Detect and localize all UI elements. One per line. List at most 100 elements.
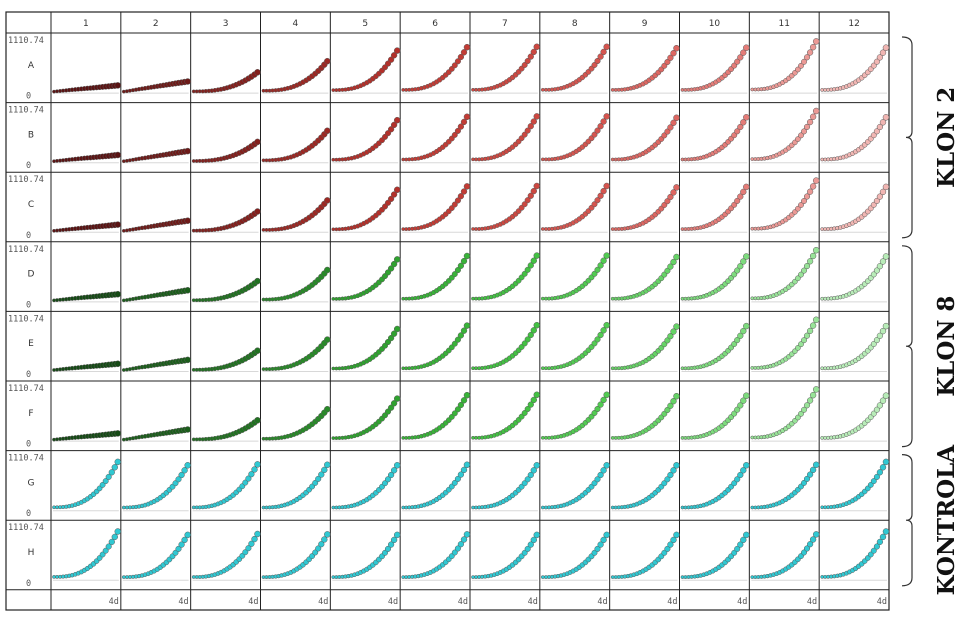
- data-point: [740, 327, 747, 335]
- data-point: [248, 540, 255, 547]
- data-point: [451, 131, 458, 138]
- data-point: [809, 536, 817, 543]
- data-point: [387, 541, 395, 548]
- data-point: [673, 392, 680, 400]
- data-point: [806, 327, 814, 335]
- data-point: [387, 265, 395, 272]
- data-point: [812, 461, 820, 469]
- data-point: [184, 426, 191, 433]
- data-point: [460, 49, 468, 56]
- data-point: [457, 332, 465, 339]
- data-point: [667, 333, 674, 340]
- x-end-tick-label: 4d: [737, 597, 747, 607]
- data-point: [460, 327, 468, 334]
- data-point: [603, 252, 610, 259]
- data-point: [591, 131, 598, 138]
- well-curve-F12: [820, 392, 890, 442]
- well-curve-G3: [191, 461, 261, 512]
- data-point: [254, 530, 261, 538]
- data-point: [798, 271, 804, 278]
- y-max-tick-label: 1110.74: [8, 384, 44, 394]
- data-point: [121, 159, 126, 164]
- data-point: [882, 528, 890, 535]
- column-header: 1: [83, 19, 89, 29]
- data-point: [594, 57, 601, 65]
- data-point: [600, 467, 607, 474]
- well-curve-F10: [680, 392, 750, 442]
- data-point: [121, 505, 126, 510]
- x-end-tick-label: 4d: [528, 597, 538, 607]
- data-point: [318, 541, 325, 548]
- data-point: [533, 113, 541, 120]
- well-curve-D1: [52, 290, 122, 303]
- well-curve-A9: [610, 44, 680, 94]
- well-curve-C8: [540, 182, 610, 233]
- data-point: [806, 49, 814, 56]
- well-curve-H11: [750, 531, 820, 581]
- data-point: [879, 188, 887, 196]
- data-point: [393, 395, 401, 402]
- data-point: [460, 188, 468, 195]
- data-point: [540, 575, 545, 579]
- data-point: [451, 62, 458, 69]
- data-point: [795, 136, 801, 142]
- plate-frame: [5, 11, 890, 611]
- data-point: [801, 198, 807, 204]
- well-curve-E6: [401, 322, 471, 372]
- data-point: [530, 396, 537, 404]
- well-curve-F6: [401, 391, 471, 442]
- data-point: [114, 82, 122, 89]
- data-point: [600, 536, 607, 544]
- well-curve-H1: [52, 528, 122, 581]
- data-point: [879, 327, 887, 335]
- well-curve-D10: [680, 253, 750, 303]
- data-point: [324, 57, 331, 65]
- x-end-tick-label: 4d: [109, 597, 119, 607]
- data-point: [803, 54, 811, 61]
- x-end-tick-label: 4d: [667, 597, 677, 607]
- x-end-tick-label: 4d: [458, 597, 468, 607]
- data-point: [114, 360, 122, 368]
- data-point: [664, 406, 671, 414]
- data-point: [603, 391, 610, 399]
- data-point: [457, 193, 465, 200]
- data-point: [876, 123, 884, 131]
- x-end-tick-label: 4d: [877, 597, 887, 607]
- data-point: [390, 400, 398, 407]
- data-point: [734, 197, 741, 204]
- data-point: [812, 107, 820, 115]
- well-curve-F2: [121, 426, 191, 442]
- data-point: [245, 475, 252, 482]
- data-point: [540, 227, 545, 231]
- data-point: [661, 549, 668, 556]
- data-point: [184, 356, 191, 364]
- data-point: [737, 471, 744, 479]
- data-point: [670, 536, 677, 544]
- data-point: [600, 48, 607, 56]
- column-header: 7: [502, 19, 508, 29]
- data-point: [870, 478, 877, 485]
- well-curve-F8: [540, 391, 610, 442]
- data-point: [393, 462, 401, 469]
- data-point: [387, 195, 395, 203]
- data-point: [463, 322, 471, 329]
- data-point: [105, 473, 112, 480]
- row-label: C: [28, 200, 34, 210]
- data-point: [463, 531, 471, 538]
- well-curve-F7: [471, 391, 541, 442]
- well-curve-C1: [52, 221, 122, 233]
- data-point: [254, 277, 261, 285]
- group-bracket: [901, 245, 913, 448]
- x-end-tick-label: 4d: [248, 597, 258, 607]
- x-end-tick-label: 4d: [178, 597, 188, 607]
- data-point: [873, 58, 880, 65]
- well-curve-A12: [820, 44, 890, 94]
- data-point: [806, 258, 814, 265]
- well-curve-C2: [121, 217, 191, 233]
- data-point: [324, 266, 331, 274]
- y-min-tick-label: 0: [26, 440, 31, 450]
- data-point: [597, 192, 604, 199]
- data-point: [454, 127, 461, 134]
- data-point: [740, 119, 747, 126]
- data-point: [737, 402, 744, 409]
